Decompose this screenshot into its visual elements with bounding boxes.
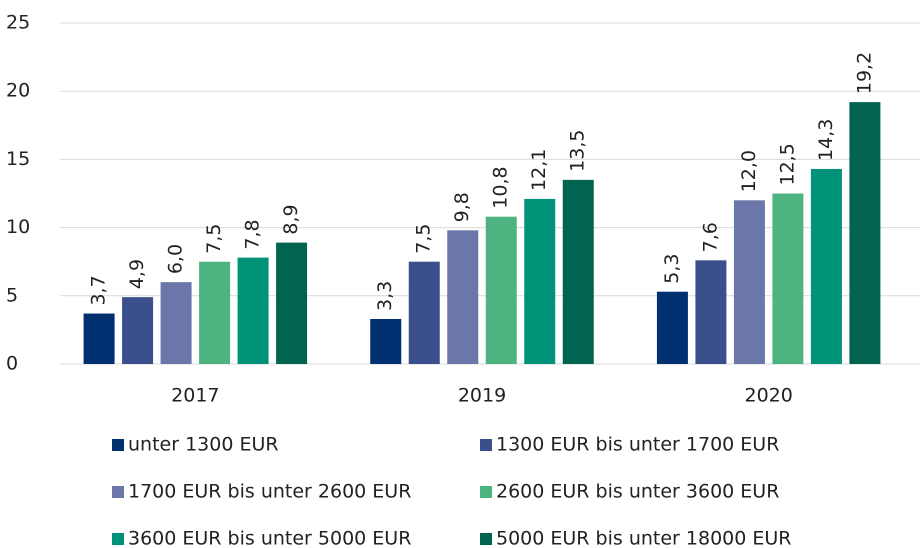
bar — [656, 291, 688, 364]
value-label: 4,9 — [126, 259, 148, 289]
legend-label: 5000 EUR bis unter 18000 EUR — [496, 528, 792, 548]
bar — [199, 261, 231, 364]
value-label: 12,1 — [528, 149, 550, 191]
legend-swatch — [112, 486, 124, 498]
value-label: 19,2 — [853, 52, 875, 94]
value-label: 12,5 — [776, 143, 798, 185]
bar — [160, 282, 192, 364]
bar — [122, 297, 154, 364]
bar — [237, 257, 269, 364]
value-label: 14,3 — [815, 119, 837, 161]
legend-swatch — [480, 533, 492, 545]
bar — [695, 260, 727, 364]
bar — [370, 318, 402, 364]
bar — [447, 230, 479, 364]
bar — [524, 198, 556, 364]
legend-label: 3600 EUR bis unter 5000 EUR — [128, 528, 411, 548]
x-tick-label: 2020 — [744, 385, 792, 407]
value-label: 7,8 — [242, 219, 264, 249]
legend-label: unter 1300 EUR — [128, 434, 279, 456]
value-label: 6,0 — [165, 244, 187, 274]
value-label: 3,7 — [88, 275, 110, 305]
value-label: 7,5 — [203, 223, 225, 253]
x-tick-label: 2019 — [458, 385, 506, 407]
bar — [562, 179, 594, 364]
x-tick-label: 2017 — [171, 385, 219, 407]
bar — [849, 102, 881, 364]
legend-swatch — [480, 486, 492, 498]
value-label: 7,6 — [699, 222, 721, 252]
legend-swatch — [112, 533, 124, 545]
legend-swatch — [112, 439, 124, 451]
bar — [733, 200, 765, 364]
bar — [408, 261, 440, 364]
value-label: 3,3 — [374, 281, 396, 311]
bar — [772, 193, 804, 364]
value-label: 13,5 — [567, 130, 589, 172]
y-tick-label: 10 — [6, 216, 30, 238]
y-tick-label: 25 — [6, 12, 30, 34]
y-tick-label: 20 — [6, 80, 30, 102]
legend-label: 2600 EUR bis unter 3600 EUR — [496, 481, 779, 503]
value-label: 8,9 — [280, 204, 302, 234]
bar — [485, 216, 517, 364]
value-label: 10,8 — [490, 166, 512, 208]
value-label: 9,8 — [451, 192, 473, 222]
value-label: 12,0 — [738, 150, 760, 192]
legend-swatch — [480, 439, 492, 451]
bar — [810, 168, 842, 364]
value-label: 5,3 — [661, 253, 683, 283]
legend-label: 1300 EUR bis unter 1700 EUR — [496, 434, 779, 456]
bar — [276, 242, 308, 364]
y-tick-label: 0 — [6, 353, 18, 375]
y-tick-label: 15 — [6, 148, 30, 170]
bar — [83, 313, 115, 364]
value-label: 7,5 — [413, 223, 435, 253]
y-tick-label: 5 — [6, 284, 18, 306]
legend-label: 1700 EUR bis unter 2600 EUR — [128, 481, 411, 503]
